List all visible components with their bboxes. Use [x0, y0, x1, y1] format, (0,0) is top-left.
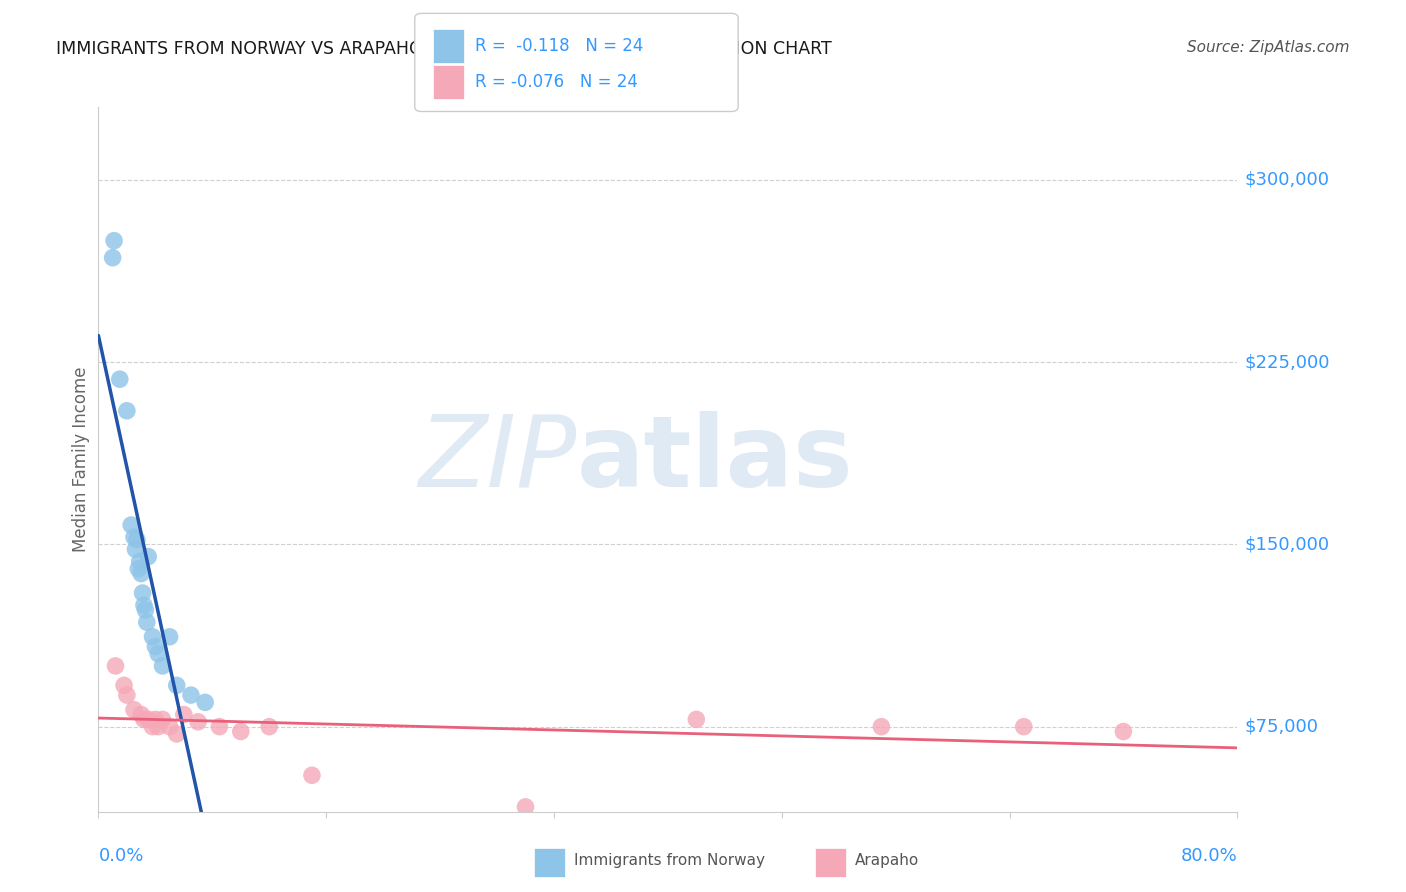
- Point: [166, 678, 188, 692]
- Point: [515, 800, 537, 814]
- Point: [152, 712, 174, 726]
- Point: [173, 707, 195, 722]
- Text: 80.0%: 80.0%: [1181, 847, 1237, 865]
- Point: [187, 714, 209, 729]
- Point: [136, 549, 159, 564]
- Text: $300,000: $300,000: [1244, 171, 1329, 189]
- Point: [1012, 720, 1035, 734]
- Point: [208, 720, 231, 734]
- Point: [194, 695, 217, 709]
- Point: [122, 530, 145, 544]
- Text: $225,000: $225,000: [1244, 353, 1330, 371]
- Point: [148, 720, 170, 734]
- Point: [141, 630, 163, 644]
- Point: [115, 688, 138, 702]
- Point: [129, 566, 152, 581]
- Point: [131, 586, 153, 600]
- Text: Arapaho: Arapaho: [855, 854, 920, 868]
- Point: [1112, 724, 1135, 739]
- Point: [124, 542, 146, 557]
- Point: [134, 603, 156, 617]
- Point: [145, 640, 167, 654]
- Point: [127, 562, 149, 576]
- Point: [259, 720, 281, 734]
- Point: [108, 372, 131, 386]
- Point: [129, 707, 152, 722]
- Point: [145, 712, 167, 726]
- Point: [104, 659, 127, 673]
- Point: [152, 659, 174, 673]
- Text: R = -0.076   N = 24: R = -0.076 N = 24: [475, 73, 638, 91]
- Text: atlas: atlas: [576, 411, 853, 508]
- Point: [685, 712, 707, 726]
- Point: [132, 712, 155, 726]
- Point: [128, 554, 150, 568]
- Text: Immigrants from Norway: Immigrants from Norway: [574, 854, 765, 868]
- Text: 0.0%: 0.0%: [98, 847, 143, 865]
- Point: [135, 615, 157, 630]
- Point: [101, 251, 124, 265]
- Point: [159, 630, 181, 644]
- Text: ZIP: ZIP: [419, 411, 576, 508]
- Point: [180, 688, 202, 702]
- Point: [120, 518, 142, 533]
- Point: [115, 404, 138, 418]
- Point: [229, 724, 252, 739]
- Point: [103, 234, 125, 248]
- Text: $150,000: $150,000: [1244, 535, 1330, 553]
- Point: [301, 768, 323, 782]
- Point: [122, 703, 145, 717]
- Point: [870, 720, 893, 734]
- Point: [166, 727, 188, 741]
- Y-axis label: Median Family Income: Median Family Income: [72, 367, 90, 552]
- Text: $75,000: $75,000: [1244, 718, 1319, 736]
- Point: [148, 647, 170, 661]
- Point: [159, 720, 181, 734]
- Text: IMMIGRANTS FROM NORWAY VS ARAPAHO MEDIAN FAMILY INCOME CORRELATION CHART: IMMIGRANTS FROM NORWAY VS ARAPAHO MEDIAN…: [56, 40, 832, 58]
- Text: R =  -0.118   N = 24: R = -0.118 N = 24: [475, 37, 644, 55]
- Point: [112, 678, 135, 692]
- Point: [125, 533, 148, 547]
- Text: Source: ZipAtlas.com: Source: ZipAtlas.com: [1187, 40, 1350, 55]
- Point: [132, 598, 155, 612]
- Point: [141, 720, 163, 734]
- Point: [136, 712, 159, 726]
